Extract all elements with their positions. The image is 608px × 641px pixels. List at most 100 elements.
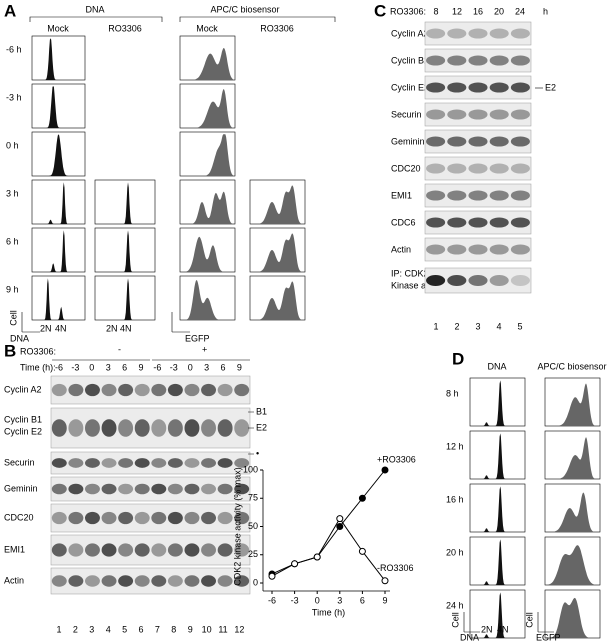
label: 6 h bbox=[6, 236, 19, 246]
band bbox=[468, 163, 488, 174]
x-tick-label: 6 bbox=[360, 595, 365, 605]
label: 8 h bbox=[446, 388, 459, 398]
band bbox=[201, 458, 217, 468]
band bbox=[468, 28, 488, 39]
label: 5 bbox=[517, 321, 522, 331]
blot bbox=[424, 156, 532, 181]
y-tick-label: 25 bbox=[248, 549, 258, 559]
band bbox=[201, 483, 217, 495]
band bbox=[184, 458, 200, 468]
band bbox=[510, 55, 530, 66]
band bbox=[134, 383, 150, 397]
label: -6 bbox=[55, 362, 63, 372]
blot bbox=[424, 48, 532, 73]
band bbox=[468, 244, 488, 255]
label: Geminin bbox=[391, 136, 425, 146]
label: 24 bbox=[515, 6, 525, 16]
band bbox=[118, 543, 134, 557]
band bbox=[134, 511, 150, 525]
band bbox=[426, 275, 446, 286]
label: 3 bbox=[204, 362, 209, 372]
band bbox=[489, 109, 509, 120]
label: Mock bbox=[47, 23, 69, 33]
band bbox=[510, 109, 530, 120]
histogram bbox=[545, 437, 600, 479]
label: 16 h bbox=[446, 494, 464, 504]
band bbox=[510, 275, 530, 286]
point bbox=[268, 572, 276, 580]
band bbox=[426, 217, 446, 228]
band bbox=[510, 82, 530, 93]
histogram bbox=[180, 236, 235, 272]
label: Cyclin A2 bbox=[391, 28, 429, 38]
label: Cyclin E2 bbox=[391, 82, 429, 92]
band bbox=[489, 244, 509, 255]
band bbox=[489, 82, 509, 93]
band bbox=[468, 109, 488, 120]
label: 12 bbox=[234, 624, 244, 634]
band bbox=[426, 28, 446, 39]
point bbox=[381, 466, 389, 474]
label: Cyclin B1 bbox=[4, 414, 42, 424]
band bbox=[468, 217, 488, 228]
label: 2 bbox=[73, 624, 78, 634]
label: DNA bbox=[85, 4, 104, 14]
band bbox=[489, 136, 509, 147]
band bbox=[167, 383, 183, 397]
band bbox=[426, 244, 446, 255]
band bbox=[167, 419, 183, 437]
label: -3 bbox=[170, 362, 178, 372]
label: + bbox=[202, 344, 207, 354]
band bbox=[468, 275, 488, 286]
band bbox=[167, 543, 183, 557]
band bbox=[426, 163, 446, 174]
label: - bbox=[118, 344, 121, 354]
band bbox=[184, 511, 200, 525]
band bbox=[51, 419, 67, 437]
label: 11 bbox=[218, 624, 227, 634]
band bbox=[51, 383, 67, 397]
band bbox=[51, 511, 67, 525]
band bbox=[447, 244, 467, 255]
band bbox=[167, 458, 183, 468]
band bbox=[217, 511, 233, 525]
label: 3 h bbox=[6, 188, 19, 198]
histogram bbox=[32, 134, 85, 176]
label: 3 bbox=[89, 624, 94, 634]
band bbox=[217, 575, 233, 587]
band bbox=[68, 511, 84, 525]
band bbox=[510, 190, 530, 201]
label: Kinase assay bbox=[391, 280, 445, 290]
band bbox=[51, 458, 67, 468]
label: 10 bbox=[202, 624, 212, 634]
label: h bbox=[543, 6, 548, 16]
label: DNA bbox=[460, 632, 479, 641]
band bbox=[489, 217, 509, 228]
band bbox=[234, 383, 250, 397]
band bbox=[151, 419, 167, 437]
label: EGFP bbox=[536, 632, 561, 641]
histogram bbox=[250, 281, 305, 320]
blot bbox=[424, 183, 532, 208]
band bbox=[68, 383, 84, 397]
band bbox=[510, 217, 530, 228]
blot bbox=[50, 476, 251, 502]
label: RO3306 bbox=[108, 23, 142, 33]
x-tick-label: 3 bbox=[337, 595, 342, 605]
band bbox=[489, 275, 509, 286]
label: Cell bbox=[8, 310, 18, 326]
histogram bbox=[250, 233, 305, 272]
point bbox=[381, 577, 389, 585]
label: E2 bbox=[545, 82, 556, 92]
label: 2N bbox=[481, 624, 493, 634]
band bbox=[201, 383, 217, 397]
label: 20 bbox=[494, 6, 504, 16]
band bbox=[84, 419, 100, 437]
histogram bbox=[95, 182, 155, 224]
label: 4N bbox=[120, 323, 132, 333]
label: Cell bbox=[450, 612, 460, 628]
band bbox=[167, 575, 183, 587]
band bbox=[151, 543, 167, 557]
histogram bbox=[32, 38, 85, 80]
